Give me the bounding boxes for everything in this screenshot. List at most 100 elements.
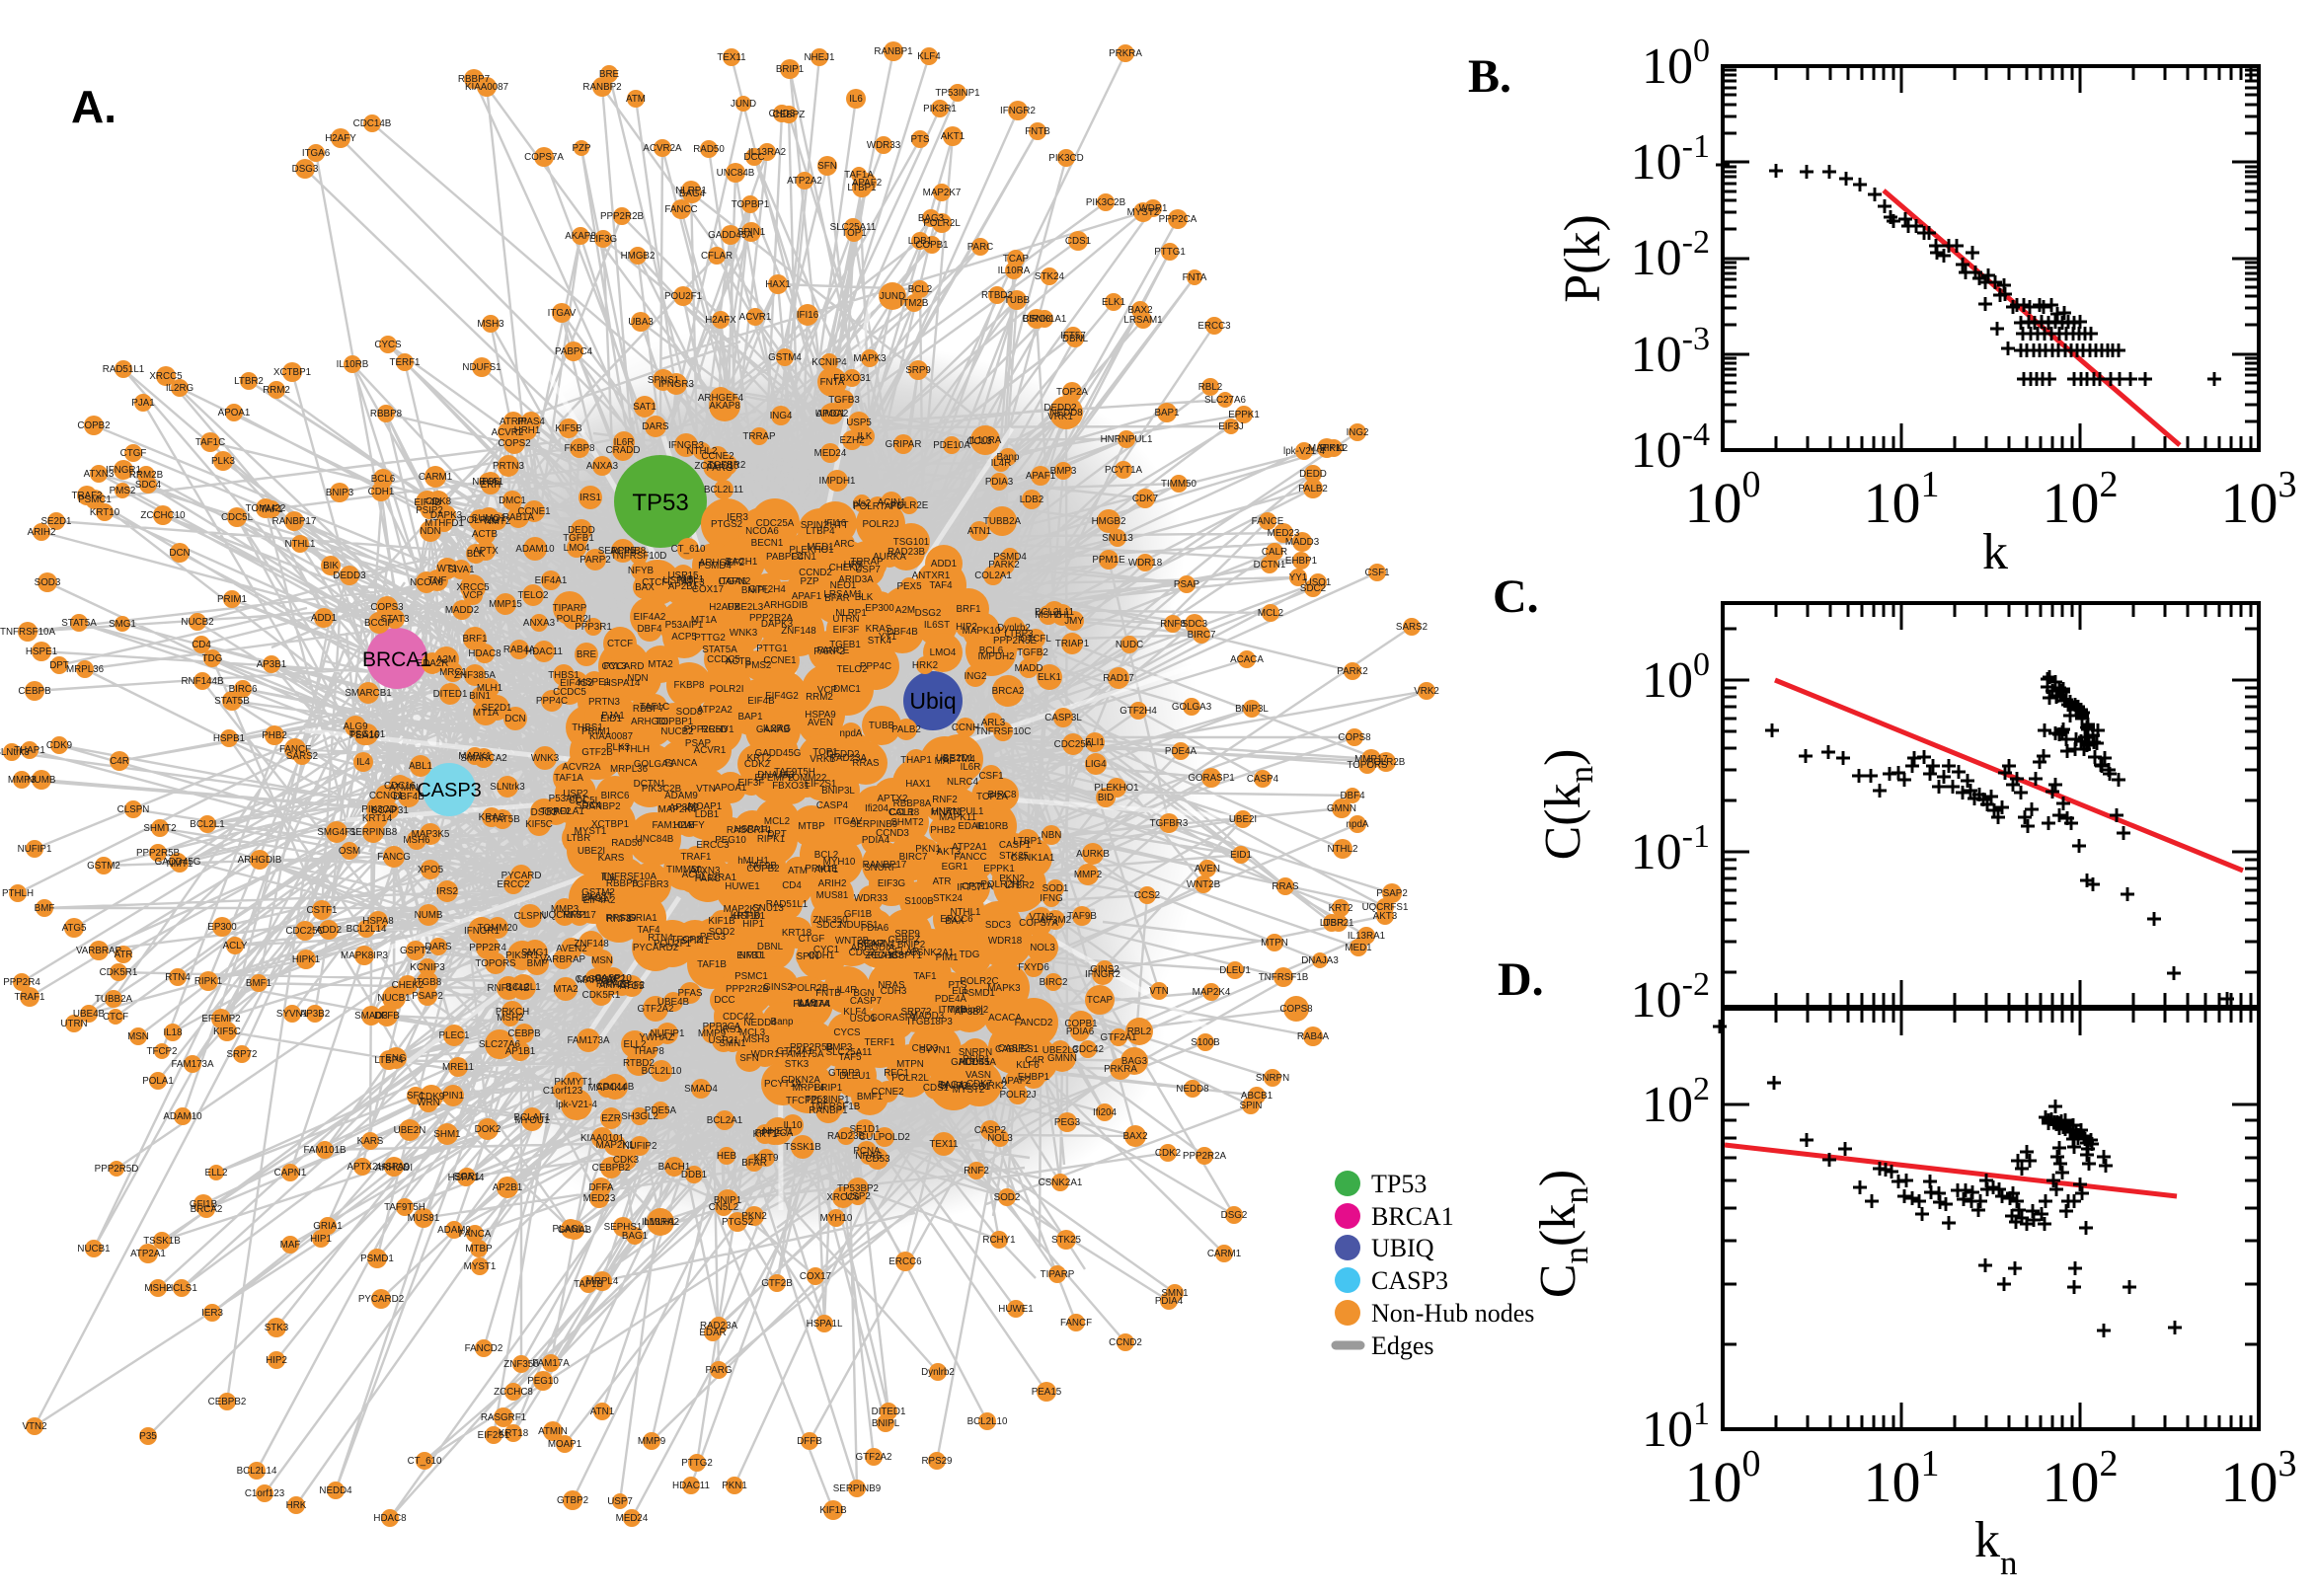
svg-text:IRS2: IRS2 — [436, 886, 458, 897]
svg-text:CN5L2: CN5L2 — [709, 1202, 739, 1213]
svg-text:NMT1: NMT1 — [167, 859, 193, 870]
svg-text:AP3B1: AP3B1 — [257, 659, 287, 670]
svg-text:DNAJA3: DNAJA3 — [1301, 955, 1339, 966]
svg-text:GSPT2: GSPT2 — [400, 946, 431, 956]
svg-text:DSG3: DSG3 — [292, 164, 319, 175]
svg-text:LAMA4: LAMA4 — [799, 999, 831, 1010]
svg-text:CCND3: CCND3 — [876, 828, 909, 839]
svg-text:USP21: USP21 — [1323, 918, 1353, 929]
svg-text:BFAR: BFAR — [741, 1158, 767, 1169]
svg-text:RPS29: RPS29 — [921, 1456, 952, 1467]
svg-text:CDKN2A: CDKN2A — [781, 1075, 820, 1086]
svg-text:USO1: USO1 — [1305, 577, 1332, 588]
svg-text:ATN1: ATN1 — [590, 1406, 614, 1417]
svg-text:ADD1: ADD1 — [311, 613, 337, 624]
svg-text:KARS: KARS — [598, 853, 625, 864]
svg-text:TRAF2: TRAF2 — [71, 491, 102, 501]
svg-text:FCN1: FCN1 — [791, 552, 816, 563]
svg-text:RANBP2: RANBP2 — [582, 82, 621, 93]
svg-text:EFEMP2: EFEMP2 — [201, 1014, 240, 1025]
svg-text:PIK3CD: PIK3CD — [1048, 153, 1083, 164]
svg-text:PMS2: PMS2 — [745, 660, 772, 671]
svg-text:DPT: DPT — [767, 829, 787, 840]
svg-text:IL10RB: IL10RB — [976, 821, 1009, 832]
svg-text:ATM: ATM — [788, 866, 808, 876]
svg-text:ADD1: ADD1 — [931, 559, 957, 570]
svg-text:ATP2A2: ATP2A2 — [697, 705, 733, 716]
svg-text:ARHGDIB: ARHGDIB — [238, 855, 282, 866]
svg-text:COL2A1: COL2A1 — [974, 570, 1012, 581]
svg-text:UBE4B: UBE4B — [73, 1009, 106, 1020]
svg-text:ARL3: ARL3 — [981, 718, 1006, 728]
svg-text:BNIP3L: BNIP3L — [1235, 704, 1269, 715]
svg-text:ELL: ELL — [952, 986, 969, 997]
svg-text:HSPE1: HSPE1 — [26, 646, 57, 657]
svg-text:IL4: IL4 — [356, 757, 370, 768]
svg-text:ACTB: ACTB — [472, 529, 499, 540]
svg-text:GFI1B: GFI1B — [190, 1199, 218, 1210]
svg-text:CDK2: CDK2 — [1155, 1148, 1181, 1159]
svg-text:GORASP1: GORASP1 — [1188, 773, 1234, 784]
svg-text:POLR2I: POLR2I — [710, 684, 744, 695]
svg-text:KRAS: KRAS — [479, 812, 505, 823]
svg-text:FNTB: FNTB — [1025, 126, 1050, 137]
svg-text:CFLAR: CFLAR — [701, 251, 733, 262]
svg-text:AURKB: AURKB — [1076, 849, 1110, 860]
svg-text:SMARCB1: SMARCB1 — [345, 688, 391, 699]
svg-text:CDH1: CDH1 — [368, 487, 395, 497]
svg-text:ARHGEF2: ARHGEF2 — [699, 558, 744, 569]
svg-text:KRT2: KRT2 — [1329, 903, 1353, 914]
svg-text:UTRN: UTRN — [60, 1019, 87, 1029]
svg-text:DMC1: DMC1 — [499, 495, 526, 506]
svg-text:LRSAM1: LRSAM1 — [1123, 315, 1162, 326]
svg-text:KIF5B: KIF5B — [555, 423, 582, 434]
svg-text:SLC27A6: SLC27A6 — [1204, 395, 1246, 406]
svg-text:ZCCHC8: ZCCHC8 — [494, 1387, 533, 1398]
svg-text:TAF1A: TAF1A — [554, 773, 583, 784]
svg-text:PPP4C: PPP4C — [536, 696, 568, 707]
svg-text:MRPL36: MRPL36 — [66, 664, 105, 675]
svg-text:MSN: MSN — [591, 955, 613, 966]
svg-text:SERPINB8: SERPINB8 — [349, 827, 398, 838]
svg-text:RNF2: RNF2 — [932, 795, 958, 805]
svg-text:GMNN: GMNN — [1327, 803, 1356, 814]
svg-text:PLK3: PLK3 — [211, 456, 236, 467]
svg-text:PPP3CA: PPP3CA — [703, 1022, 741, 1032]
svg-text:USP15: USP15 — [667, 570, 699, 581]
svg-text:XCTBP1: XCTBP1 — [273, 367, 311, 378]
svg-text:SDC3: SDC3 — [1182, 619, 1208, 630]
svg-text:PCYT1A: PCYT1A — [1105, 465, 1143, 476]
svg-text:H2AFX: H2AFX — [705, 315, 736, 326]
svg-text:LIG4: LIG4 — [1085, 759, 1107, 770]
svg-text:RAB4A: RAB4A — [503, 645, 536, 655]
svg-text:WDR33: WDR33 — [867, 140, 901, 151]
svg-text:VCP: VCP — [463, 590, 484, 601]
svg-text:FANCC: FANCC — [664, 204, 697, 215]
svg-text:HSPA9: HSPA9 — [378, 1162, 409, 1173]
svg-text:TIMM50: TIMM50 — [1161, 479, 1197, 490]
svg-text:PRKCH: PRKCH — [496, 1007, 529, 1018]
svg-text:NOL3: NOL3 — [1030, 943, 1055, 953]
svg-text:NUCB2: NUCB2 — [181, 617, 213, 628]
svg-text:HRK: HRK — [844, 560, 865, 570]
svg-text:SMN1: SMN1 — [1161, 1288, 1188, 1299]
svg-text:EIF3J: EIF3J — [1218, 421, 1244, 432]
svg-text:DCN: DCN — [169, 548, 190, 559]
svg-text:PDE10A: PDE10A — [933, 440, 970, 451]
svg-text:STAT5A: STAT5A — [702, 645, 737, 655]
svg-text:MED24: MED24 — [616, 1513, 649, 1524]
svg-text:PFAS: PFAS — [677, 988, 703, 999]
svg-text:PYCARD2: PYCARD2 — [358, 1294, 404, 1305]
svg-text:ZCCHC10: ZCCHC10 — [140, 510, 186, 521]
svg-text:PKN1: PKN1 — [722, 1481, 747, 1491]
svg-text:RASGRF1: RASGRF1 — [727, 825, 772, 836]
svg-text:FXYD6: FXYD6 — [1018, 962, 1049, 973]
svg-text:ZNF148: ZNF148 — [574, 939, 609, 950]
svg-text:BAG4: BAG4 — [938, 1080, 965, 1091]
svg-text:Banp: Banp — [997, 452, 1020, 463]
svg-text:RAD23B: RAD23B — [827, 1131, 866, 1142]
svg-text:GRIPAR: GRIPAR — [886, 439, 922, 450]
svg-text:COPB1: COPB1 — [915, 240, 948, 251]
svg-text:TFCP2L1: TFCP2L1 — [786, 1096, 827, 1106]
svg-text:FANCF: FANCF — [1060, 1318, 1092, 1329]
